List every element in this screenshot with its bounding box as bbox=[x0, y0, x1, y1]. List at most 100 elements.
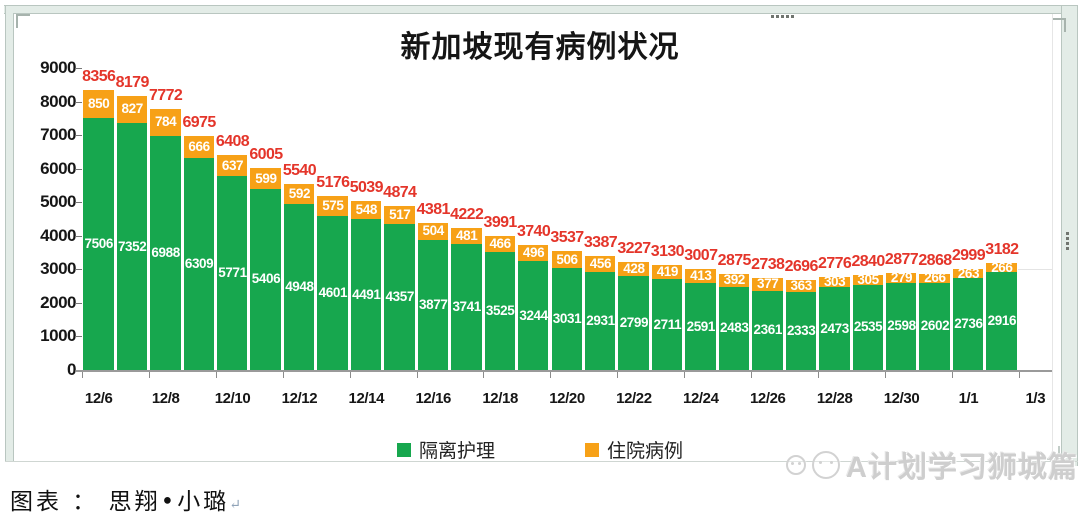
x-tick-label: 12/12 bbox=[281, 390, 318, 407]
x-tick-label: 12/30 bbox=[883, 390, 920, 407]
bar-total-label: 3227 bbox=[617, 239, 651, 257]
x-axis-tick bbox=[951, 372, 953, 378]
bar-orange-segment bbox=[584, 256, 616, 272]
bar-orange-segment bbox=[150, 109, 181, 136]
bar-green-segment bbox=[317, 215, 348, 370]
bar-total-label: 4222 bbox=[450, 206, 484, 224]
bar-green-value-label: 2931 bbox=[586, 312, 615, 328]
bar-total-label: 2696 bbox=[784, 257, 819, 275]
bar-green-value-label: 2799 bbox=[619, 315, 649, 331]
bar-total-label: 3130 bbox=[650, 242, 685, 260]
bar-green-segment bbox=[384, 223, 415, 370]
bar-orange-value-label: 305 bbox=[857, 271, 879, 287]
y-axis-tick bbox=[75, 202, 82, 204]
x-tick-label: 12/18 bbox=[482, 390, 518, 407]
legend-item-isolation: 隔离护理 bbox=[396, 436, 495, 463]
bar-total-label: 5540 bbox=[282, 162, 317, 180]
bar-green-value-label: 4357 bbox=[385, 288, 415, 304]
bar-green-value-label: 4491 bbox=[352, 286, 381, 302]
bar-total-label: 2999 bbox=[951, 247, 986, 265]
bar-green-segment bbox=[217, 176, 248, 370]
bar-orange-segment bbox=[183, 135, 214, 159]
bar-green-segment bbox=[484, 251, 516, 370]
bar-total-label: 6975 bbox=[182, 113, 216, 131]
top-center-drag-handle[interactable] bbox=[771, 15, 794, 18]
bar-green-segment bbox=[952, 278, 984, 370]
bar-orange-segment bbox=[685, 269, 716, 284]
bar-green-value-label: 5771 bbox=[218, 265, 247, 281]
bar-orange-segment bbox=[417, 222, 449, 240]
x-axis-tick bbox=[550, 372, 552, 378]
frame-border-top bbox=[4, 6, 1078, 13]
bar-green-value-label: 2591 bbox=[686, 318, 716, 334]
x-axis-tick bbox=[82, 372, 83, 378]
bar-green-segment bbox=[785, 291, 817, 370]
top-left-crop-mark[interactable] bbox=[16, 14, 30, 28]
bar-total-label: 3537 bbox=[550, 229, 584, 247]
x-axis-tick bbox=[282, 372, 284, 378]
top-right-crop-mark[interactable] bbox=[1052, 18, 1066, 32]
bar-orange-segment bbox=[919, 273, 950, 283]
x-axis-tick bbox=[148, 372, 150, 378]
x-axis-tick bbox=[617, 372, 619, 378]
bar-total-label: 8356 bbox=[82, 67, 116, 85]
right-middle-drag-handle[interactable] bbox=[1066, 232, 1069, 250]
bar-orange-value-label: 266 bbox=[991, 259, 1013, 275]
bar-orange-value-label: 637 bbox=[221, 157, 244, 173]
bar-orange-segment bbox=[785, 279, 817, 292]
bar-orange-value-label: 419 bbox=[656, 264, 679, 279]
x-axis-tick bbox=[349, 372, 351, 378]
bar-orange-segment bbox=[317, 196, 348, 216]
bar-green-segment bbox=[819, 287, 850, 370]
bar-green-segment bbox=[350, 219, 382, 370]
bar-green-value-label: 2916 bbox=[987, 313, 1017, 329]
bar-orange-value-label: 784 bbox=[154, 114, 177, 130]
y-tick-label: 6000 bbox=[40, 158, 76, 178]
x-axis-tick bbox=[416, 372, 418, 378]
paragraph-return-icon: ↵ bbox=[229, 497, 241, 513]
bar-orange-segment bbox=[518, 244, 549, 262]
bar-orange-segment bbox=[819, 276, 850, 287]
bar-green-segment bbox=[651, 279, 683, 370]
x-tick-label: 12/16 bbox=[415, 390, 451, 407]
bar-total-label: 4874 bbox=[383, 184, 417, 202]
y-axis-tick bbox=[75, 302, 82, 304]
chart-caption: 图表 ： 思翔•小璐↵ bbox=[10, 482, 241, 514]
bar-green-value-label: 7352 bbox=[117, 238, 147, 254]
bar-green-segment bbox=[150, 135, 181, 370]
watermark-text: A计划学习狮城篇 bbox=[846, 452, 1078, 484]
bar-orange-value-label: 496 bbox=[522, 244, 545, 260]
bar-green-segment bbox=[919, 282, 950, 370]
bar-orange-value-label: 666 bbox=[188, 139, 210, 155]
y-axis-tick bbox=[75, 135, 82, 137]
bar-green-value-label: 3244 bbox=[519, 307, 548, 323]
bar-orange-segment bbox=[83, 89, 114, 119]
frame-border-left-outer bbox=[5, 5, 6, 462]
bar-orange-value-label: 481 bbox=[455, 228, 478, 244]
bar-total-label: 6408 bbox=[215, 132, 250, 150]
smiley-face-large-icon bbox=[812, 451, 840, 479]
bar-total-label: 2776 bbox=[818, 254, 852, 272]
chart-legend: 隔离护理 住院病例 bbox=[0, 436, 1080, 463]
x-axis-tick bbox=[684, 372, 686, 378]
bar-orange-value-label: 850 bbox=[88, 95, 110, 111]
watermark: A计划学习狮城篇 ↵ bbox=[786, 444, 1080, 486]
x-axis-tick bbox=[1018, 372, 1020, 378]
bar-total-label: 3991 bbox=[483, 214, 518, 232]
bar-orange-segment bbox=[484, 236, 516, 252]
x-tick-label: 12/10 bbox=[214, 390, 251, 407]
y-tick-label: 4000 bbox=[40, 225, 76, 245]
bar-orange-segment bbox=[283, 184, 315, 204]
bar-total-label: 7772 bbox=[149, 87, 183, 105]
bar-green-segment bbox=[718, 286, 750, 370]
bottom-right-crop-mark[interactable] bbox=[1046, 446, 1060, 460]
bar-green-value-label: 5406 bbox=[251, 271, 281, 287]
bar-orange-value-label: 263 bbox=[957, 265, 980, 281]
x-axis-tick bbox=[884, 372, 886, 378]
bar-green-value-label: 2361 bbox=[753, 322, 783, 338]
bar-green-value-label: 6309 bbox=[184, 256, 214, 272]
bar-orange-value-label: 548 bbox=[355, 202, 378, 218]
bar-green-segment bbox=[250, 188, 281, 370]
frame-border-left bbox=[6, 6, 13, 462]
bar-green-segment bbox=[417, 239, 449, 370]
